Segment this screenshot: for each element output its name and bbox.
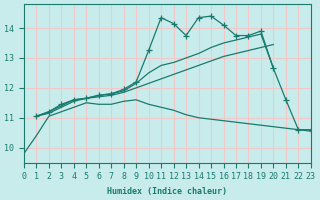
X-axis label: Humidex (Indice chaleur): Humidex (Indice chaleur) (108, 187, 228, 196)
